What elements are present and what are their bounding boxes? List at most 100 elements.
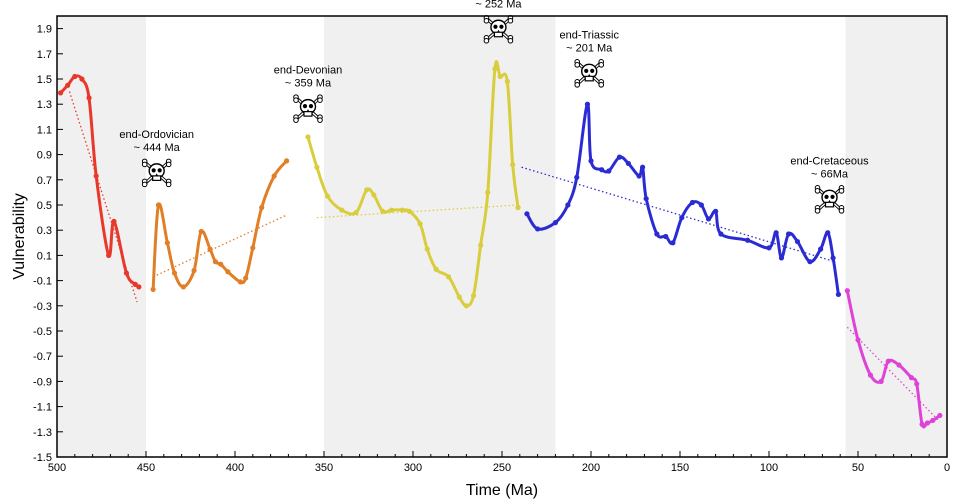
skull-nose (306, 109, 310, 112)
skull-eye (590, 68, 595, 73)
data-point (417, 221, 423, 227)
data-point (470, 293, 477, 299)
data-point (271, 173, 277, 179)
skull-jaw (303, 111, 313, 117)
x-axis: 500 450 400 350 300 250 200 150 100 50 0 (48, 451, 950, 474)
y-tick-label: -0.1 (33, 276, 52, 288)
data-point (243, 275, 249, 281)
data-point (606, 168, 612, 174)
data-point (835, 291, 842, 298)
skull-eye (584, 68, 589, 73)
data-point (919, 421, 925, 427)
annotation-label: ~ 252 Ma (475, 0, 522, 10)
y-tick-label: 0.1 (37, 250, 52, 262)
data-point (807, 259, 813, 265)
skull-eye (824, 194, 829, 199)
skull-eye (499, 24, 504, 29)
x-tick-label: 450 (137, 462, 155, 474)
y-tick-label: 1.5 (37, 74, 52, 86)
y-tick-label: 1.3 (37, 99, 52, 111)
data-point (136, 284, 142, 290)
data-point (565, 202, 571, 208)
data-point (908, 375, 915, 381)
data-point (433, 266, 439, 272)
data-point (885, 358, 891, 364)
data-point (878, 378, 884, 384)
data-point (705, 216, 712, 222)
data-point (364, 187, 370, 193)
data-point (794, 238, 801, 245)
y-axis: 1.9 1.7 1.5 1.3 1.1 0.9 0.7 0.5 0.3 0.1 -0.1 -0.3 -0… (33, 24, 63, 464)
data-point (111, 218, 117, 224)
bone-end (838, 208, 845, 214)
skull-jaw (824, 201, 835, 208)
trend-line (152, 214, 287, 278)
data-point (65, 82, 71, 88)
series-line (151, 159, 289, 291)
annotation-label: end-Ordovician (119, 129, 194, 141)
skull-crossbones-icon (293, 94, 323, 123)
annotation-label: end-Devonian (274, 65, 343, 77)
data-point (250, 245, 256, 251)
data-point (718, 231, 724, 237)
bone-end (165, 161, 172, 168)
y-tick-label: -0.5 (33, 326, 52, 338)
data-point (599, 167, 605, 173)
bone-end (141, 181, 148, 188)
x-tick-label: 0 (944, 462, 950, 474)
data-point (552, 220, 559, 226)
y-tick-label: -0.9 (33, 376, 52, 388)
bone-end (814, 208, 821, 214)
data-point (679, 215, 685, 221)
data-point (406, 208, 413, 214)
skull-eye (157, 168, 162, 173)
bone-end (507, 37, 514, 44)
data-point (937, 412, 943, 419)
bone-end (293, 117, 299, 123)
skull-eye (302, 104, 308, 109)
y-tick-label: 1.7 (37, 49, 52, 61)
series-points (57, 66, 943, 427)
y-tick-label: 0.5 (37, 200, 52, 212)
data-point (574, 174, 580, 180)
data-point (164, 240, 170, 246)
data-point (896, 362, 902, 368)
bone-end (317, 97, 323, 103)
trend-line (316, 204, 519, 219)
data-point (636, 173, 642, 179)
data-point (535, 226, 541, 232)
y-tick-label: 0.7 (37, 175, 52, 187)
annotation-label: ~ 444 Ma (134, 142, 181, 154)
data-point (670, 240, 676, 246)
data-point (171, 270, 178, 276)
data-point (305, 134, 311, 140)
bone-end (483, 17, 490, 24)
data-point (654, 231, 660, 237)
data-point (380, 208, 386, 214)
shaded-bands (57, 16, 947, 457)
data-point (640, 164, 646, 170)
data-point (924, 420, 931, 426)
data-point (123, 270, 130, 276)
data-point (225, 269, 231, 275)
data-point (106, 252, 112, 258)
data-point (588, 158, 594, 164)
skull-nose (497, 29, 500, 32)
data-point (155, 202, 162, 208)
skull-nose (828, 199, 831, 202)
data-point (259, 204, 265, 211)
data-point (478, 242, 484, 248)
data-point (339, 207, 345, 213)
skull-eye (493, 24, 498, 29)
data-point (150, 286, 156, 293)
data-point (72, 73, 78, 80)
data-point (713, 208, 719, 214)
bone-end (598, 62, 605, 68)
data-point (446, 274, 452, 280)
y-tick-label: 0.3 (37, 225, 52, 237)
y-tick-label: 1.9 (37, 24, 52, 36)
skull-eye (830, 194, 835, 199)
data-point (785, 231, 792, 237)
y-tick-label: -1.5 (33, 452, 52, 464)
data-point (855, 337, 861, 343)
